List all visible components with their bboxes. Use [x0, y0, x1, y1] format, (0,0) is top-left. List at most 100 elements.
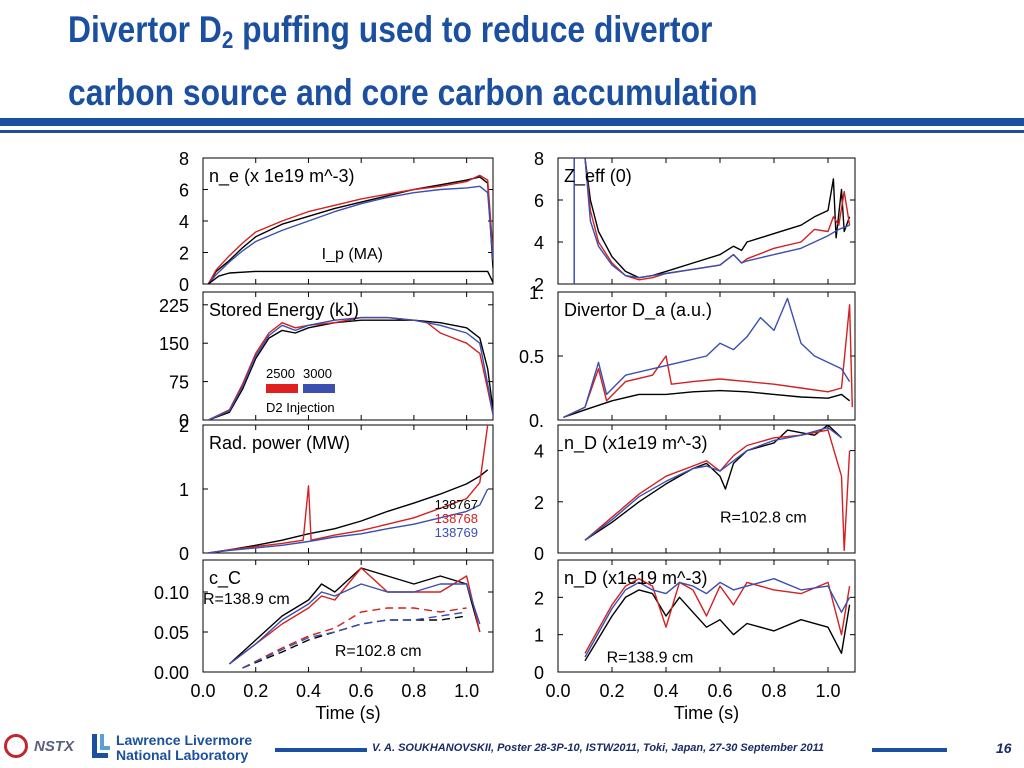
zeff-series-138767 [584, 158, 851, 279]
nstx-logo-text: NSTX [34, 738, 75, 755]
nd2-series-138767 [584, 589, 851, 662]
we-ytick-label: 75 [169, 373, 189, 393]
ne-series-138768 [207, 174, 493, 284]
zeff-series-group [584, 158, 851, 281]
cc-ytick-label: 0.00 [154, 663, 189, 683]
title-subscript: 2 [221, 27, 234, 54]
nd2-series-138768 [584, 578, 851, 654]
dalpha-ytick-label: 0. [529, 411, 544, 431]
title-rule-thick [0, 118, 1024, 126]
slide-title: Divertor D2 puffing used to reduce diver… [68, 4, 758, 119]
nd2-xtick-label: 1.0 [815, 681, 840, 701]
ne-frame [202, 157, 494, 285]
title-line2: carbon source and core carbon accumulati… [68, 72, 758, 113]
we-series-138769 [208, 316, 493, 420]
footer-bar-left [275, 748, 367, 752]
title-line1-post: puffing used to reduce divertor [233, 9, 713, 50]
prad-ytick-label: 0 [179, 544, 189, 564]
we-series-group [207, 316, 493, 420]
nd2-title: n_D (x1e19 m^-3) [564, 568, 708, 589]
prad-ytick-label: 1 [179, 480, 189, 500]
title-line1-pre: Divertor D [68, 9, 222, 50]
nd2-xtick-label: 0.6 [707, 681, 732, 701]
nd2-xtick-label: 0.4 [653, 681, 678, 701]
prad-series-138767 [208, 469, 489, 553]
cc-series-138769d [242, 611, 467, 669]
prad-legend-shot: 138768 [435, 511, 478, 526]
nd1-title: n_D (x1e19 m^-3) [564, 433, 708, 454]
footer-citation: V. A. SOUKHANOVSKII, Poster 28-3P-10, IS… [372, 742, 824, 754]
nd2-ytick-label: 1 [534, 626, 544, 646]
nd2-xtick-label: 0.0 [545, 681, 570, 701]
nd1-annotation: R=102.8 cm [720, 509, 807, 526]
ne-series-Ip [207, 270, 493, 284]
ne-ytick-label: 8 [179, 149, 189, 169]
dalpha-series-group [563, 297, 853, 419]
ne-series-group [207, 174, 493, 284]
zeff-title: Z_eff (0) [564, 166, 632, 187]
we-legend-label-b: 3000 [303, 366, 332, 381]
nd1-series-group [584, 425, 851, 552]
nd1-ytick-label: 2 [534, 493, 544, 513]
nd1-ytick-label: 0 [534, 544, 544, 564]
nd1-ytick-label: 4 [534, 442, 544, 462]
cc-xtick-label: 0.0 [190, 681, 215, 701]
nd2-ytick-label: 0 [534, 663, 544, 683]
we-ytick-label: 150 [159, 334, 189, 354]
cc-xtick-label: 0.6 [349, 681, 374, 701]
nd2-ytick-label: 2 [534, 588, 544, 608]
dalpha-series-138769 [563, 297, 851, 419]
cc-series-group [228, 567, 481, 669]
we-legend-label-a: 2500 [266, 366, 295, 381]
ne-ytick-label: 2 [179, 244, 189, 264]
prad-title: Rad. power (MW) [209, 433, 350, 453]
prad-ytick-label: 2 [179, 416, 189, 436]
cc-ytick-label: 0.10 [154, 583, 189, 603]
nd2-xtick-label: 0.8 [761, 681, 786, 701]
nd2-xtick-label: 0.2 [599, 681, 624, 701]
prad-legend-shot: 138767 [435, 497, 478, 512]
prad-series-138769 [208, 488, 489, 553]
llnl-mark [92, 734, 108, 758]
we-legend-swatch-b [303, 384, 335, 393]
cc-xtick-label: 0.4 [296, 681, 321, 701]
cc-series-138768d [242, 607, 467, 669]
dalpha-ytick-label: 1. [529, 283, 544, 303]
zeff-ytick-label: 8 [534, 149, 544, 169]
prad-series-138768 [208, 425, 489, 553]
cc-xlabel: Time (s) [315, 703, 380, 723]
nstx-circle-mark [4, 734, 28, 758]
ne-ytick-label: 6 [179, 181, 189, 201]
nd2-series-138769 [584, 578, 851, 658]
nd1-series-138769 [584, 426, 842, 541]
prad-series-group [208, 425, 489, 553]
we-legend-swatch-a [266, 384, 298, 393]
zeff-ytick-label: 2 [534, 275, 544, 295]
llnl-mark-inner [100, 734, 110, 750]
llnl-name-line1: Lawrence Livermore [116, 732, 253, 748]
ne-ytick-label: 0 [179, 275, 189, 295]
we-frame [202, 291, 494, 421]
cc-xtick-label: 1.0 [454, 681, 479, 701]
cc-series-138768 [228, 567, 481, 665]
title-rule-thin [0, 130, 1024, 133]
nd2-annotation: R=138.9 cm [607, 650, 694, 667]
cc-xtick-label: 0.8 [401, 681, 426, 701]
dalpha-title: Divertor D_a (a.u.) [564, 300, 712, 321]
zeff-ytick-label: 6 [534, 191, 544, 211]
we-ytick-label: 225 [159, 296, 189, 316]
we-title: Stored Energy (kJ) [209, 300, 359, 320]
zeff-ytick-label: 4 [534, 233, 544, 253]
ne-ytick-label: 4 [179, 212, 189, 232]
dalpha-ytick-label: 0.5 [519, 347, 544, 367]
ne-annotation: I_p (MA) [322, 246, 383, 263]
zeff-frame [557, 157, 856, 285]
llnl-name-line2: National Laboratory [116, 747, 249, 763]
we-legend-caption: D2 Injection [266, 400, 335, 415]
page-number: 16 [996, 740, 1012, 756]
nd2-xlabel: Time (s) [674, 703, 739, 723]
nd1-frame [557, 424, 856, 554]
cc-annotation: R=102.8 cm [335, 643, 422, 660]
cc-series-138769 [228, 583, 481, 665]
